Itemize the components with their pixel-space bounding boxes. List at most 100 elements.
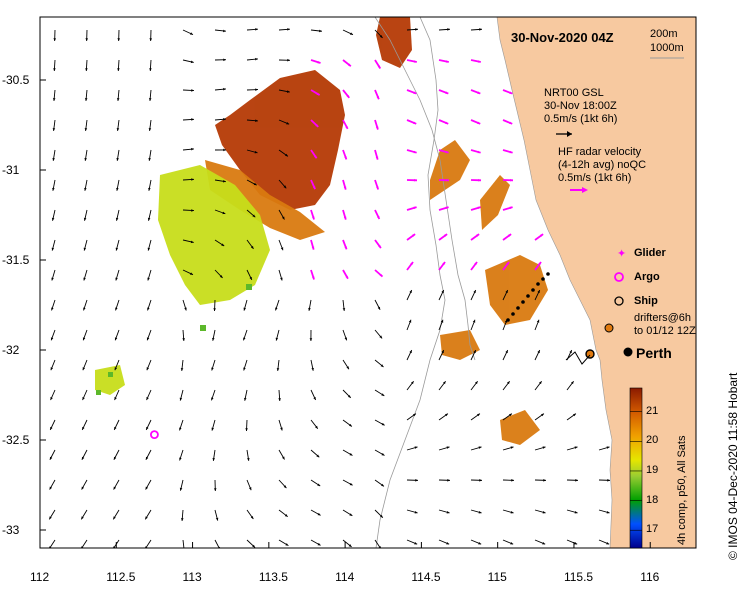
vector-head [282, 456, 285, 460]
vector-head [375, 126, 379, 130]
vector-head [446, 541, 450, 545]
vector-head [347, 63, 351, 67]
vector-head [255, 119, 258, 122]
colorbar-tick-label: 20 [646, 434, 659, 447]
model-scale-label: 0.5m/s (1kt 6h) [544, 113, 618, 125]
vector-head [213, 308, 216, 311]
vector-head [83, 247, 87, 251]
vector-head [446, 178, 449, 182]
vector-head [478, 446, 482, 449]
vector-head [82, 367, 86, 371]
vector-head [215, 517, 219, 521]
vector-head [477, 121, 481, 124]
vector-head [413, 206, 417, 210]
vector-head [51, 307, 54, 311]
vector-head [190, 240, 194, 244]
vector-head [510, 510, 514, 514]
model-time: 30-Nov 18:00Z [544, 100, 617, 112]
vector-head [249, 276, 252, 280]
vector-head [505, 290, 508, 294]
vector-head [115, 247, 119, 251]
vector-head [380, 364, 384, 367]
vector-head [445, 150, 449, 154]
vector-head [349, 453, 353, 456]
vector-head [50, 337, 54, 341]
argo-symbol [614, 272, 624, 282]
vector-head [280, 247, 284, 251]
vector-head [508, 234, 512, 237]
vector-head [53, 68, 56, 71]
vector-head [51, 247, 55, 251]
vector-head [284, 153, 288, 157]
vector-head [49, 486, 53, 490]
vector-head [542, 510, 546, 514]
vector-head [148, 187, 151, 191]
vector-head [189, 272, 193, 275]
vector-head [285, 543, 289, 546]
vector-head [280, 277, 283, 281]
ship-label: Ship [634, 295, 658, 307]
vector-head [377, 65, 381, 69]
plot-area [48, 17, 696, 551]
vector-head [182, 338, 185, 341]
vector-head [245, 428, 248, 431]
radar-arrow-head [582, 187, 588, 193]
city-label: Perth [636, 345, 672, 361]
vector-head [51, 217, 55, 221]
credit-text: © IMOS 04-Dec-2020 11:58 Hobart [726, 372, 739, 560]
vector-head [313, 396, 316, 400]
vector-head [148, 157, 151, 161]
vector-head [250, 245, 254, 249]
ship-symbol [614, 296, 624, 306]
vector-head [473, 290, 476, 294]
vector-head [223, 29, 226, 33]
vector-head [312, 186, 316, 190]
lon-tick-label: 113.5 [258, 570, 288, 584]
vector-head [115, 217, 119, 221]
vector-head [114, 337, 118, 341]
vector-head [537, 350, 540, 354]
vector-head [409, 290, 412, 294]
vector-head [223, 148, 226, 152]
vector-head [311, 216, 315, 220]
vector-head [243, 307, 247, 311]
vector-head [478, 541, 482, 545]
vector-head [146, 367, 150, 371]
vector-head [444, 413, 448, 417]
vector-head [213, 488, 217, 491]
vector-head [342, 308, 346, 311]
vector-head [50, 397, 53, 401]
vector-head [250, 516, 254, 519]
vector-head [379, 335, 383, 339]
vector-head [413, 60, 417, 63]
vector-head [146, 397, 149, 401]
vector-head [254, 150, 258, 154]
vector-head [508, 413, 512, 417]
vector-head [376, 186, 379, 190]
vector-head [83, 277, 86, 281]
vector-head [81, 456, 85, 460]
vector-head [83, 307, 86, 311]
vector-head [275, 337, 279, 341]
vector-head [478, 510, 482, 514]
vector-head [255, 57, 258, 61]
lat-tick-label: -32.5 [2, 433, 30, 447]
vector-head [509, 150, 513, 154]
lat-tick-label: -30.5 [2, 73, 30, 87]
vector-head [445, 206, 449, 210]
vector-head [114, 397, 117, 401]
vector-head [509, 206, 513, 210]
vector-head [317, 542, 321, 546]
vector-head [343, 216, 347, 220]
vector-head [379, 273, 383, 277]
vector-head [180, 518, 184, 521]
vector-head [381, 393, 385, 396]
vector-head [479, 478, 482, 482]
model-vector [182, 539, 185, 548]
ship-marker [585, 349, 595, 359]
vector-head [191, 178, 194, 181]
vector-head [114, 367, 118, 371]
colorbar-tick-label: 17 [646, 523, 659, 536]
vector-head [183, 548, 186, 551]
